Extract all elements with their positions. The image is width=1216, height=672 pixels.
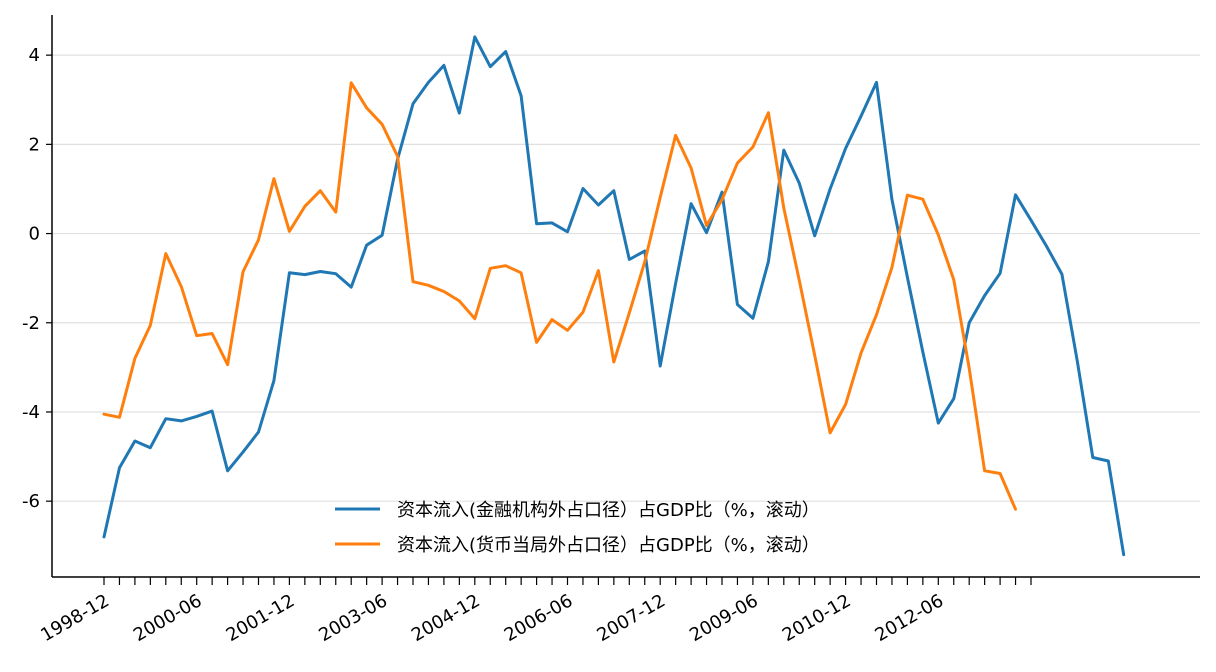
x-tick-label: 2003-06 [315, 590, 391, 646]
y-tick-label: 0 [29, 224, 40, 245]
y-tick-label: -2 [22, 313, 40, 334]
axes [51, 15, 1200, 578]
x-tick-label: 2012-06 [872, 590, 948, 646]
x-tick-label: 1998-12 [37, 590, 113, 646]
x-tick-label: 2001-12 [223, 590, 299, 646]
series-line-1 [102, 35, 1126, 557]
legend: 资本流入(金融机构外占口径）占GDP比（%，滚动） 资本流入(货币当局外占口径）占… [335, 500, 820, 556]
y-tick-label: -4 [22, 402, 40, 423]
x-tick-label: 2009-06 [686, 590, 762, 646]
y-ticks: 4 2 0 -2 -4 -6 [22, 45, 52, 512]
legend-label-1: 资本流入(金融机构外占口径）占GDP比（%，滚动） [397, 500, 820, 521]
y-tick-label: -6 [22, 491, 40, 512]
y-tick-label: 4 [29, 45, 40, 66]
gridlines [52, 54, 1200, 502]
x-tick-label: 2007-12 [593, 590, 669, 646]
y-tick-label: 2 [29, 134, 40, 155]
x-tick-label: 2000-06 [130, 590, 206, 646]
x-ticks: 1998-12 2000-06 2001-12 2003-06 2004-12 2006-… [37, 577, 1032, 646]
series-lines [102, 35, 1126, 557]
x-tick-label: 2006-06 [501, 590, 577, 646]
x-tick-label: 2010-12 [779, 590, 855, 646]
series-line-2 [102, 81, 1017, 511]
legend-label-2: 资本流入(货币当局外占口径）占GDP比（%，滚动） [397, 535, 820, 556]
x-tick-label: 2004-12 [408, 590, 484, 646]
